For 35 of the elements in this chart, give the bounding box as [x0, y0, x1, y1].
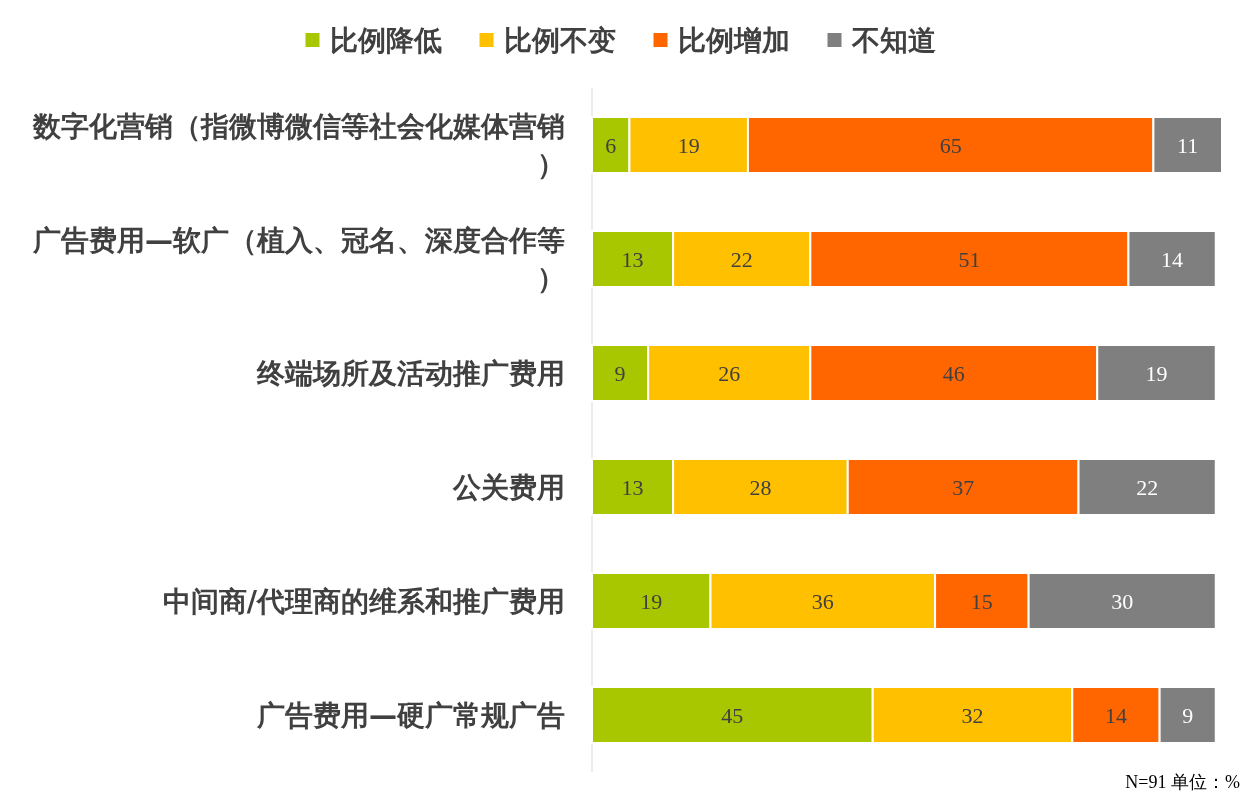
data-label: 9 [614, 361, 626, 386]
legend-label: 比例不变 [503, 24, 616, 57]
data-label: 19 [1145, 361, 1168, 386]
data-label: 30 [1111, 589, 1134, 614]
data-label: 6 [605, 133, 617, 158]
data-label: 32 [961, 703, 984, 728]
data-label: 9 [1182, 703, 1194, 728]
data-label: 14 [1161, 247, 1184, 272]
data-label: 19 [640, 589, 663, 614]
y-tick-label: 数字化营销（指微博微信等社会化媒体营销） [32, 110, 565, 181]
data-label: 65 [939, 133, 962, 158]
data-label: 28 [749, 475, 772, 500]
y-tick-label: 终端场所及活动推广费用 [256, 357, 565, 390]
data-label: 22 [1136, 475, 1159, 500]
legend-label: 不知道 [850, 24, 936, 57]
data-label: 13 [621, 247, 644, 272]
data-label: 37 [952, 475, 975, 500]
data-label: 13 [621, 475, 644, 500]
legend-label: 比例降低 [329, 24, 442, 57]
data-label: 14 [1104, 703, 1127, 728]
data-label: 51 [958, 247, 981, 272]
y-tick-label: 广告费用—软广（植入、冠名、深度合作等） [32, 224, 565, 295]
y-tick-label: 公关费用 [452, 471, 565, 504]
data-label: 46 [942, 361, 965, 386]
y-tick-label: 广告费用—硬广常规广告 [256, 699, 565, 732]
y-tick-label: 中间商/代理商的维系和推广费用 [162, 585, 565, 618]
data-label: 11 [1177, 133, 1199, 158]
data-label: 22 [730, 247, 753, 272]
data-label: 45 [721, 703, 744, 728]
data-label: 19 [677, 133, 700, 158]
data-label: 15 [970, 589, 993, 614]
annotation: N=91 单位：% [1125, 772, 1240, 792]
legend-label: 比例增加 [677, 24, 790, 57]
data-label: 36 [811, 589, 834, 614]
data-label: 26 [718, 361, 741, 386]
